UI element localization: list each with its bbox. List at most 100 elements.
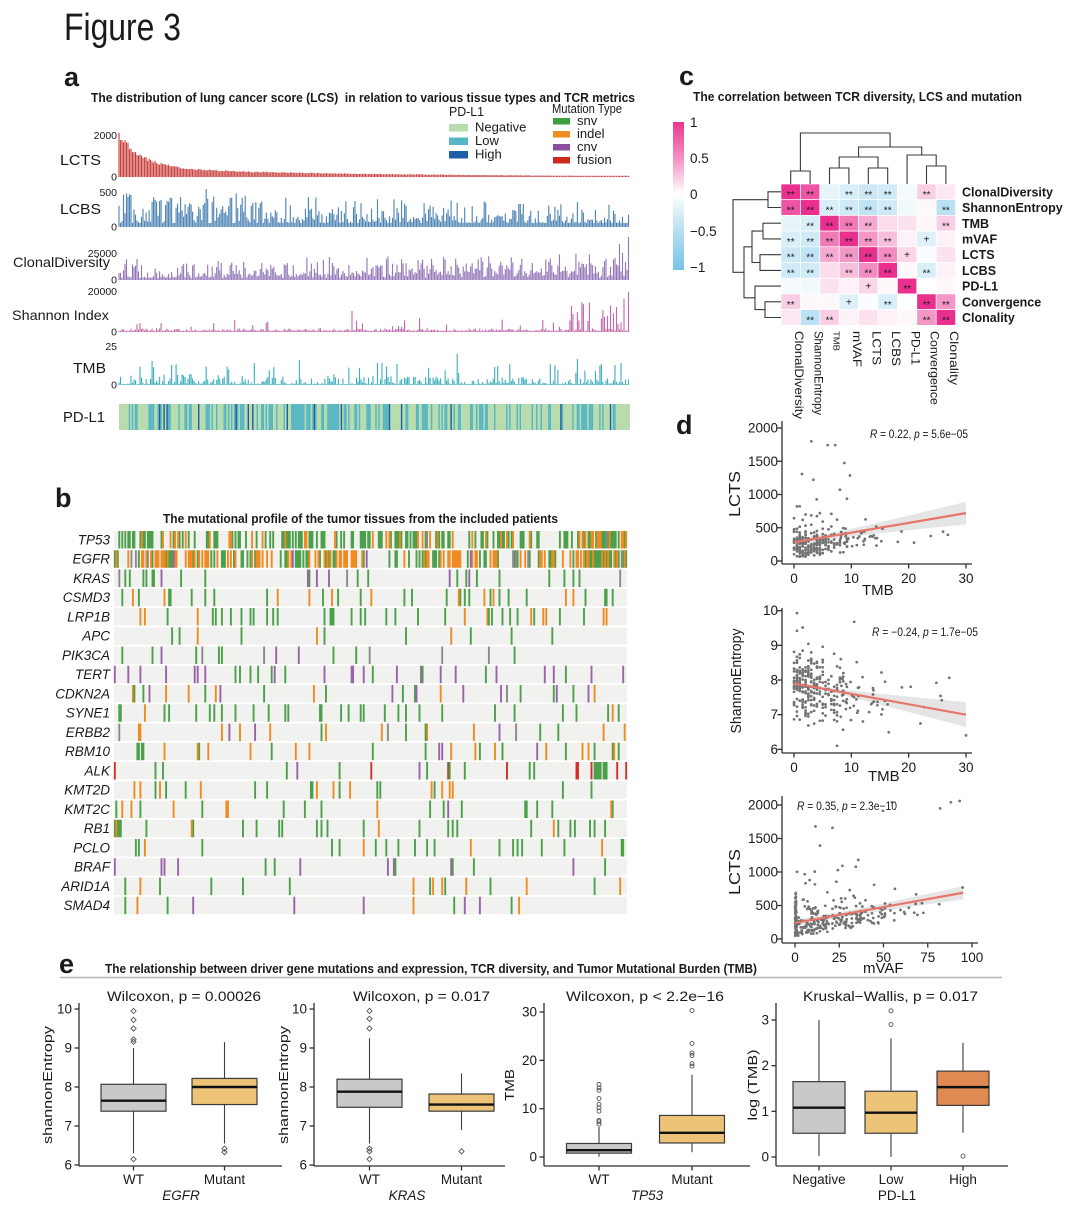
svg-text:RBM10: RBM10 — [65, 744, 111, 759]
svg-text:PD-L1: PD-L1 — [962, 280, 998, 294]
svg-text:Shannon Index: Shannon Index — [12, 307, 109, 323]
svg-text:TMB: TMB — [862, 582, 894, 599]
svg-text:**: ** — [864, 237, 872, 248]
svg-text:**: ** — [923, 268, 931, 279]
svg-text:Mutant: Mutant — [204, 1172, 246, 1187]
svg-text:fusion: fusion — [577, 152, 612, 167]
svg-text:0: 0 — [770, 554, 778, 569]
svg-text:25: 25 — [105, 341, 117, 353]
svg-text:**: ** — [923, 315, 931, 326]
svg-text:**: ** — [826, 253, 834, 264]
svg-text:**: ** — [787, 253, 795, 264]
svg-text:BRAF: BRAF — [74, 860, 111, 875]
svg-text:c: c — [679, 61, 694, 91]
svg-text:500: 500 — [755, 520, 778, 535]
svg-text:**: ** — [787, 237, 795, 248]
svg-text:0: 0 — [690, 187, 698, 202]
svg-text:ClonalDiversity: ClonalDiversity — [792, 331, 806, 419]
svg-text:Wilcoxon, p = 0.00026: Wilcoxon, p = 0.00026 — [107, 989, 261, 1004]
svg-text:Low: Low — [879, 1172, 904, 1187]
svg-text:LCBS: LCBS — [60, 201, 101, 218]
svg-text:**: ** — [942, 300, 950, 311]
svg-text:WT: WT — [123, 1172, 144, 1187]
svg-text:CDKN2A: CDKN2A — [55, 686, 110, 701]
svg-text:Low: Low — [475, 133, 499, 148]
svg-text:LCTS: LCTS — [727, 849, 744, 895]
svg-text:ShannonEntropy: ShannonEntropy — [729, 628, 745, 734]
svg-text:0: 0 — [111, 172, 117, 184]
svg-text:9: 9 — [64, 1041, 72, 1056]
svg-text:**: ** — [826, 237, 834, 248]
svg-text:**: ** — [884, 253, 892, 264]
svg-text:6: 6 — [299, 1158, 307, 1173]
svg-text:Figure 3: Figure 3 — [64, 7, 181, 49]
svg-text:**: ** — [864, 221, 872, 232]
svg-text:30: 30 — [958, 571, 973, 586]
svg-text:+: + — [904, 250, 910, 261]
svg-text:**: ** — [826, 206, 834, 217]
svg-text:R = 0.35, p = 2.3e−10: R = 0.35, p = 2.3e−10 — [797, 801, 897, 813]
svg-text:TMB: TMB — [962, 217, 989, 231]
svg-text:7: 7 — [770, 707, 778, 722]
svg-text:**: ** — [845, 190, 853, 201]
svg-text:**: ** — [942, 315, 950, 326]
svg-text:2000: 2000 — [748, 798, 778, 813]
svg-text:**: ** — [864, 253, 872, 264]
svg-text:500: 500 — [755, 898, 778, 913]
svg-text:R = 0.22, p = 5.6e−05: R = 0.22, p = 5.6e−05 — [870, 429, 968, 441]
svg-text:0: 0 — [790, 571, 798, 586]
svg-text:CSMD3: CSMD3 — [63, 590, 111, 605]
svg-text:**: ** — [845, 206, 853, 217]
svg-text:Clonality: Clonality — [947, 331, 961, 385]
svg-text:25000: 25000 — [88, 248, 117, 260]
svg-text:**: ** — [864, 206, 872, 217]
svg-text:**: ** — [884, 237, 892, 248]
svg-text:−1: −1 — [690, 260, 705, 275]
svg-text:KRAS: KRAS — [73, 571, 110, 586]
svg-text:TMB: TMB — [868, 768, 900, 785]
svg-text:TMB: TMB — [503, 1069, 517, 1101]
svg-text:6: 6 — [64, 1158, 72, 1173]
svg-text:**: ** — [845, 268, 853, 279]
svg-text:LCTS: LCTS — [962, 248, 995, 262]
svg-text:Wilcoxon, p = 0.017: Wilcoxon, p = 0.017 — [353, 989, 490, 1004]
svg-text:shannonEntropy: shannonEntropy — [41, 1025, 55, 1144]
svg-text:mVAF: mVAF — [850, 331, 864, 367]
svg-text:**: ** — [787, 300, 795, 311]
svg-text:**: ** — [806, 190, 814, 201]
svg-text:10: 10 — [763, 603, 778, 618]
svg-text:7: 7 — [299, 1119, 307, 1134]
svg-text:LCBS: LCBS — [962, 264, 996, 278]
svg-text:0: 0 — [111, 327, 117, 339]
svg-text:0: 0 — [770, 932, 778, 947]
svg-text:APC: APC — [81, 629, 110, 644]
svg-text:0.5: 0.5 — [690, 151, 709, 166]
svg-text:PD-L1: PD-L1 — [449, 104, 484, 119]
svg-text:Convergence: Convergence — [962, 295, 1041, 309]
svg-text:KMT2C: KMT2C — [64, 802, 110, 817]
svg-text:b: b — [55, 483, 72, 513]
svg-text:TP53: TP53 — [78, 532, 111, 547]
svg-text:1: 1 — [690, 115, 698, 130]
svg-text:TP53: TP53 — [631, 1188, 664, 1203]
svg-text:20000: 20000 — [88, 286, 117, 298]
svg-text:**: ** — [884, 268, 892, 279]
svg-text:LCTS: LCTS — [727, 471, 744, 517]
svg-text:High: High — [949, 1172, 977, 1187]
svg-text:EGFR: EGFR — [162, 1188, 200, 1203]
svg-text:0: 0 — [761, 1150, 769, 1165]
svg-text:**: ** — [787, 190, 795, 201]
svg-text:e: e — [59, 949, 74, 979]
svg-text:2000: 2000 — [94, 130, 118, 142]
svg-text:R = −0.24, p = 1.7e−05: R = −0.24, p = 1.7e−05 — [872, 627, 978, 639]
svg-text:**: ** — [806, 237, 814, 248]
svg-text:10: 10 — [844, 571, 859, 586]
svg-text:EGFR: EGFR — [72, 552, 110, 567]
svg-text:PD-L1: PD-L1 — [878, 1188, 916, 1203]
svg-text:10: 10 — [57, 1002, 72, 1017]
svg-text:The mutational profile of the: The mutational profile of the tumor tiss… — [163, 511, 558, 526]
svg-text:ARID1A: ARID1A — [60, 879, 110, 894]
svg-text:+: + — [924, 234, 930, 245]
svg-text:The relationship between drive: The relationship between driver gene mut… — [105, 961, 757, 976]
svg-text:0: 0 — [111, 380, 117, 392]
